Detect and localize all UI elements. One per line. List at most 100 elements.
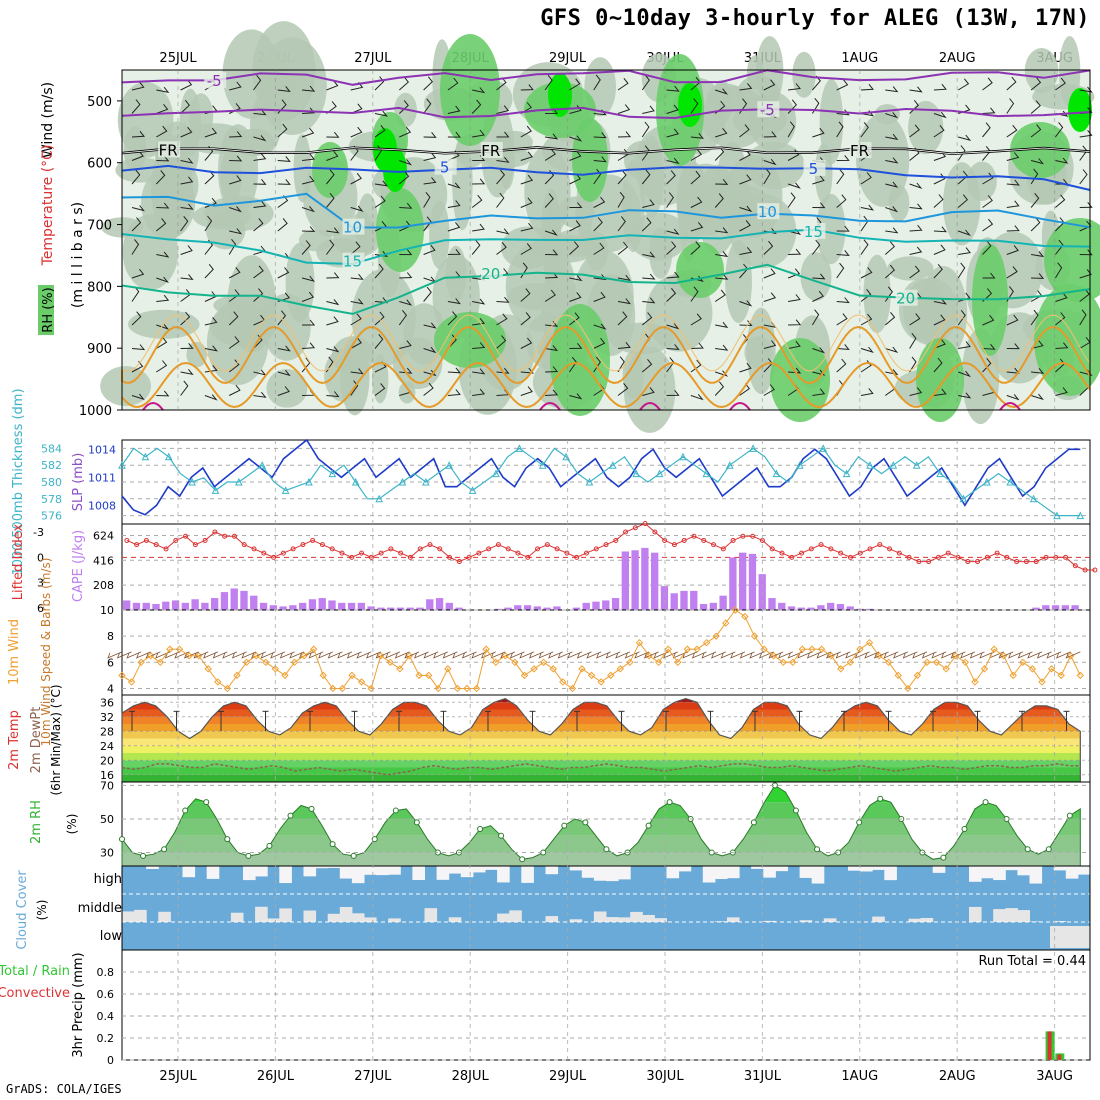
wind-barb-10m: [912, 651, 928, 659]
wind-barb: [326, 101, 337, 114]
wind-barb: [204, 197, 217, 208]
rh-point: [666, 799, 673, 806]
li-point: [192, 542, 198, 548]
wind-barb: [131, 130, 145, 138]
y-tick-label-thickness: 578: [41, 493, 62, 506]
wind-barb: [253, 391, 267, 398]
rh-point: [940, 854, 947, 861]
y-tick-label: 1000: [79, 404, 112, 419]
li-point: [701, 537, 707, 543]
contour-label-bg: [803, 159, 826, 176]
wind-barb: [374, 297, 389, 304]
wind-barb: [933, 173, 946, 185]
wind-barb-10m: [538, 651, 554, 659]
wind-barb-10m: [979, 651, 995, 659]
wind-barb: [229, 155, 243, 162]
rh-point: [1045, 846, 1052, 853]
wind-barb: [739, 220, 751, 232]
wind-barb: [398, 170, 410, 185]
y-tick-label-wind: 4: [107, 682, 114, 695]
thickness-point: [468, 486, 477, 494]
wind-barb: [326, 239, 335, 255]
wind-barb: [958, 292, 971, 302]
wind-barb: [982, 172, 994, 185]
wind-barb: [302, 342, 316, 349]
wind-barb: [617, 241, 629, 255]
wind-barb: [326, 316, 339, 326]
thickness-point: [842, 469, 851, 478]
rh-point: [1024, 846, 1031, 853]
wind-barb: [739, 205, 753, 213]
cloud-gap: [678, 866, 692, 872]
cape-bar: [162, 601, 170, 610]
wind-barb: [933, 124, 945, 138]
wind-barb: [617, 104, 631, 114]
wind-barb: [398, 309, 408, 326]
wind-barb: [301, 205, 315, 213]
y-tick-label-precip: 0.2: [97, 1032, 115, 1045]
li-point: [447, 554, 453, 560]
wind-barb: [447, 131, 461, 138]
rh-point: [392, 807, 399, 814]
rh-bright-blob: [548, 73, 572, 117]
wind-barb: [1055, 194, 1066, 208]
cape-bar: [523, 605, 532, 610]
wind-barb: [982, 77, 993, 91]
rh-label-swatch: [38, 285, 54, 335]
wind-barb-10m: [873, 651, 889, 659]
wind-barb: [666, 389, 680, 396]
contour-35: [539, 402, 561, 411]
y-tick-label-cape: 624: [93, 529, 114, 542]
cape-bar: [406, 607, 414, 610]
wind-barb: [204, 345, 218, 352]
y-tick-label-rh: 70: [100, 779, 114, 792]
rh-point: [224, 836, 231, 843]
x-tick-label-bottom: 1AUG: [841, 1069, 878, 1084]
contour-line: [121, 106, 1091, 120]
wind-barb: [982, 122, 991, 138]
contour-35: [729, 402, 751, 411]
wind-barb: [496, 367, 510, 374]
thickness-point: [211, 486, 220, 494]
wind-barb: [1006, 266, 1018, 279]
wind-barb: [374, 145, 383, 161]
li-point: [574, 554, 580, 560]
wind-barb-10m: [251, 651, 266, 659]
wind-barb: [447, 311, 458, 326]
x-tick-label-bottom: 27JUL: [354, 1069, 392, 1084]
cloud-gap: [969, 906, 982, 922]
wind-barb: [131, 99, 141, 114]
wind-barb: [787, 182, 801, 189]
wind-barb: [763, 292, 777, 302]
wind-barb: [593, 291, 606, 302]
rh-points: [119, 782, 1073, 863]
wind-barb-10m: [155, 651, 171, 659]
li-point: [564, 550, 570, 556]
cloud-gap: [122, 911, 135, 922]
wind-barb: [423, 382, 434, 396]
li-point: [789, 554, 795, 560]
wind-barb: [520, 312, 531, 326]
contour-label: 10: [758, 203, 777, 221]
cloud-gap: [811, 866, 825, 884]
wind-barb: [156, 251, 170, 258]
wind-barb: [690, 132, 704, 139]
wind-barb: [520, 197, 533, 208]
contour-35: [639, 402, 661, 411]
cloud-gap: [1005, 866, 1018, 871]
wind-barb: [860, 239, 869, 255]
wind-barb-10m: [931, 651, 947, 659]
wind-barb: [1006, 225, 1020, 232]
wind-barb: [715, 344, 729, 351]
cloud-gap: [751, 866, 764, 869]
wind-barb: [763, 240, 774, 255]
contour-line: [121, 228, 1091, 266]
cloud-gap: [969, 866, 982, 882]
thickness-point: [1006, 477, 1015, 486]
wind-barb: [666, 228, 680, 235]
rh-point: [814, 846, 821, 853]
wind-barb: [423, 98, 432, 114]
wind-barb: [957, 170, 968, 185]
ylabel-precip-convective: Convective: [0, 986, 70, 1001]
wind-point: [472, 684, 481, 693]
